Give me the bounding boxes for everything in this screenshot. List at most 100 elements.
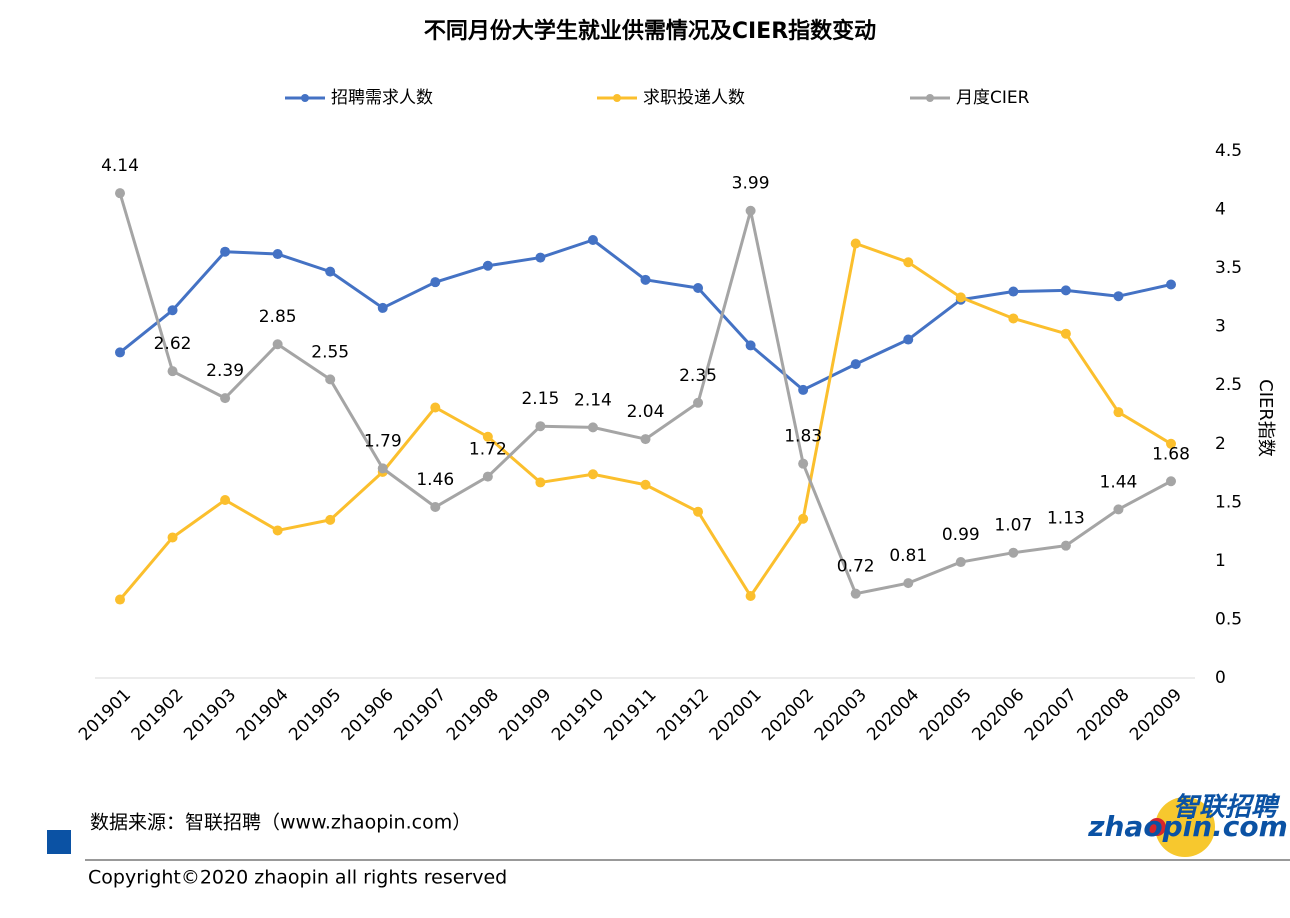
data-point xyxy=(482,471,493,482)
y-tick-label: 4.5 xyxy=(1215,141,1242,161)
data-label: 0.72 xyxy=(837,557,875,577)
x-tick-label: 202004 xyxy=(863,685,923,745)
y-tick-label: 3.5 xyxy=(1215,258,1242,278)
y-tick-label: 0.5 xyxy=(1215,609,1242,629)
x-tick-label: 202007 xyxy=(1021,685,1081,745)
data-point xyxy=(115,188,125,199)
y-tick-label: 1.5 xyxy=(1215,492,1242,512)
data-label: 2.14 xyxy=(574,390,612,410)
data-point xyxy=(798,458,809,469)
data-point xyxy=(1008,286,1019,297)
y-tick-label: 3 xyxy=(1215,317,1226,337)
y-tick-label: 2.5 xyxy=(1215,375,1242,395)
data-point xyxy=(325,374,336,385)
x-tick-label: 201907 xyxy=(390,685,450,745)
data-label: 2.85 xyxy=(259,307,297,327)
data-point xyxy=(1113,504,1124,515)
x-tick-label: 201905 xyxy=(285,685,345,745)
data-point xyxy=(693,506,704,517)
data-point xyxy=(693,283,704,294)
data-point xyxy=(535,252,546,263)
x-tick-label: 202002 xyxy=(758,685,818,745)
chart-title: 不同月份大学生就业供需情况及CIER指数变动 xyxy=(424,18,876,44)
data-point xyxy=(272,525,283,536)
data-point xyxy=(1113,407,1124,418)
data-point xyxy=(903,257,914,268)
data-label: 0.81 xyxy=(889,546,927,566)
data-label: 1.68 xyxy=(1152,444,1190,464)
data-point xyxy=(220,494,231,505)
data-point xyxy=(1060,285,1071,296)
data-label: 1.07 xyxy=(994,516,1032,536)
source-note: 数据来源：智联招聘（www.zhaopin.com） xyxy=(90,812,471,834)
data-point xyxy=(430,402,441,413)
x-tick-label: 201906 xyxy=(338,685,398,745)
x-tick-label: 202006 xyxy=(968,685,1028,745)
data-point xyxy=(482,431,493,442)
legend-label: 招聘需求人数 xyxy=(331,88,433,108)
data-point xyxy=(272,249,283,260)
data-point xyxy=(693,397,704,408)
x-tick-label: 202005 xyxy=(916,685,976,745)
data-label: 3.99 xyxy=(732,174,770,194)
data-label: 2.39 xyxy=(206,361,244,381)
data-point xyxy=(745,591,756,602)
data-point xyxy=(1060,540,1071,551)
data-point xyxy=(955,292,966,303)
data-point xyxy=(535,421,546,432)
x-tick-label: 201908 xyxy=(443,685,503,745)
data-label: 4.14 xyxy=(101,156,139,176)
data-point xyxy=(955,557,966,568)
data-point xyxy=(220,246,231,257)
legend-marker xyxy=(301,94,309,102)
data-point xyxy=(903,578,914,589)
data-point xyxy=(1166,438,1176,449)
data-point xyxy=(535,477,546,488)
data-point xyxy=(167,532,178,543)
data-point xyxy=(903,334,914,345)
x-tick-label: 202009 xyxy=(1126,685,1186,745)
data-point xyxy=(272,339,283,350)
data-point xyxy=(115,347,125,358)
y-tick-label: 1 xyxy=(1215,551,1226,571)
data-point xyxy=(798,513,809,524)
data-point xyxy=(325,266,336,277)
data-point xyxy=(377,463,388,474)
data-label: 0.99 xyxy=(942,525,980,545)
data-label: 2.04 xyxy=(627,402,665,422)
data-point xyxy=(850,359,861,370)
data-point xyxy=(167,305,178,316)
logo-circle xyxy=(1155,797,1215,857)
data-label: 2.62 xyxy=(154,334,192,354)
data-point xyxy=(587,235,598,246)
data-label: 2.35 xyxy=(679,366,717,386)
data-label: 1.44 xyxy=(1100,472,1138,492)
decor-square xyxy=(47,830,71,854)
legend-marker xyxy=(926,94,934,102)
data-point xyxy=(745,340,756,351)
data-label: 2.55 xyxy=(311,342,349,362)
data-point xyxy=(325,514,336,525)
copyright: Copyright©2020 zhaopin all rights reserv… xyxy=(88,867,507,889)
data-point xyxy=(1166,279,1176,290)
data-point xyxy=(798,384,809,395)
data-point xyxy=(1166,476,1176,487)
x-tick-label: 201904 xyxy=(233,685,293,745)
logo-en: zhaopin.com xyxy=(1087,810,1288,843)
data-point xyxy=(430,277,441,288)
x-tick-label: 201901 xyxy=(75,685,135,745)
x-tick-label: 201911 xyxy=(601,685,661,745)
data-point xyxy=(482,260,493,271)
data-label: 1.13 xyxy=(1047,509,1085,529)
legend-marker xyxy=(613,94,621,102)
data-point xyxy=(1060,328,1071,339)
data-point xyxy=(850,588,861,599)
data-point xyxy=(640,479,651,490)
data-label: 1.79 xyxy=(364,431,402,451)
legend-label: 月度CIER xyxy=(956,88,1030,108)
data-point xyxy=(1113,291,1124,302)
data-label: 1.46 xyxy=(416,470,454,490)
data-point xyxy=(587,422,598,433)
data-point xyxy=(430,502,441,513)
